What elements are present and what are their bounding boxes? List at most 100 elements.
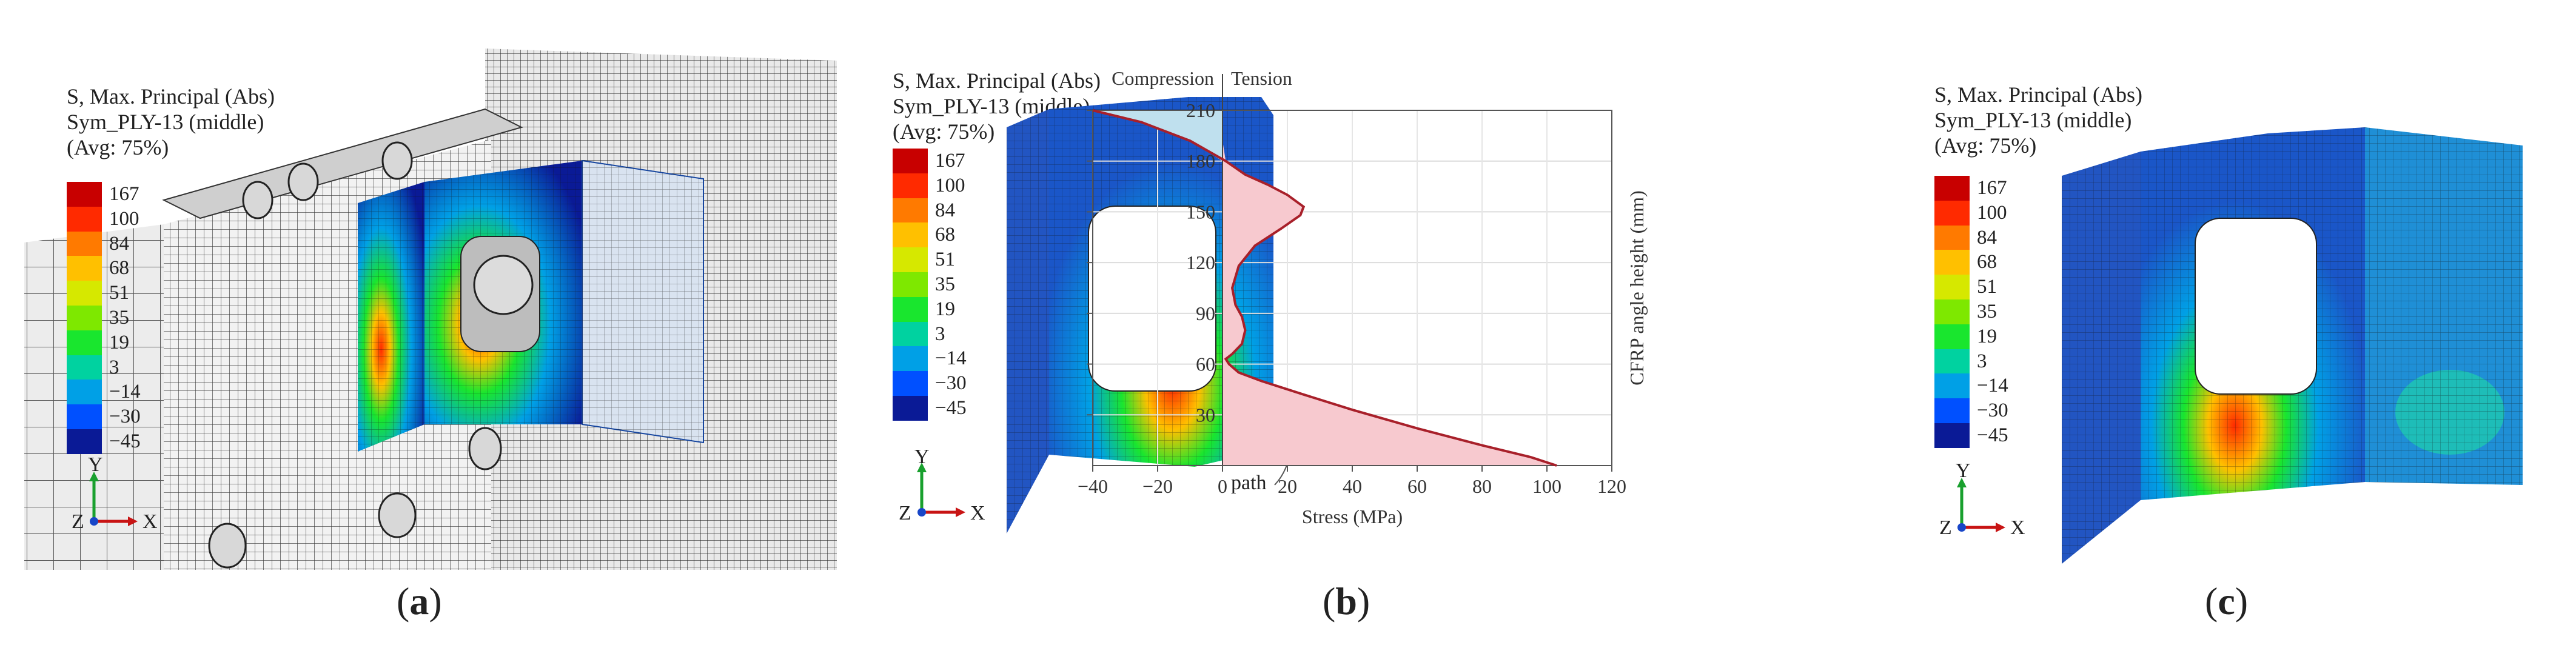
tension-label: Tension — [1231, 67, 1292, 89]
panel-b: S, Max. Principal (Abs) Sym_PLY-13 (midd… — [861, 0, 1831, 662]
triad-z-a: Z — [72, 510, 84, 533]
legend-entry: 19 — [67, 330, 141, 355]
legend-swatch — [67, 355, 102, 380]
legend-value: −45 — [109, 430, 141, 452]
legend-entry: 167 — [67, 182, 141, 207]
compression-area — [1093, 110, 1223, 466]
legend-value: 35 — [1977, 300, 1997, 323]
legend-value: 3 — [1977, 350, 1987, 372]
legend-value: 100 — [1977, 201, 2007, 224]
legend-swatch — [893, 198, 928, 223]
stress-curve — [1092, 109, 1557, 467]
legend-value: 167 — [109, 183, 139, 205]
x-tick-label: 60 — [1407, 475, 1427, 497]
legend-value: −30 — [109, 406, 141, 428]
path-label: path — [1231, 472, 1267, 494]
triad-y-c: Y — [1956, 460, 1971, 482]
panel-c-angle — [2062, 127, 2523, 564]
legend-swatch — [67, 330, 102, 355]
legend-swatch — [1934, 423, 1970, 448]
legend-value: 19 — [935, 298, 955, 320]
panel-b-angle — [1007, 97, 1273, 533]
x-tick-label: 0 — [1218, 475, 1227, 497]
legend-value: 3 — [935, 323, 945, 345]
legend-value: 84 — [935, 199, 955, 221]
legend-entry: −30 — [893, 371, 967, 396]
caption-a: (a) — [397, 580, 442, 623]
stress-profile-chart: −40 −20 0 20 40 60 80 100 120 30 60 90 120 150 180 210 S… — [1078, 67, 1648, 527]
legend-entry: −45 — [893, 395, 967, 421]
legend-entry: 100 — [893, 173, 967, 198]
x-tick-label: −40 — [1078, 475, 1108, 497]
legend-swatch — [1934, 373, 1970, 399]
legend-entry: −30 — [1934, 398, 2008, 423]
legend-swatch — [67, 231, 102, 256]
legend-value: 84 — [109, 232, 129, 255]
legend-swatch — [67, 379, 102, 405]
legend-value: 3 — [109, 356, 119, 378]
legend-entry: −14 — [1934, 373, 2008, 399]
legend-value: 51 — [935, 249, 955, 271]
angle-hole-b — [1088, 206, 1216, 392]
legend-swatch — [1934, 250, 1970, 275]
legend-entry: 167 — [893, 149, 967, 173]
y-tick-label: 60 — [1196, 353, 1215, 375]
legend-entry: 84 — [1934, 225, 2008, 250]
y-tick-label: 90 — [1196, 303, 1215, 324]
legend-title-b: S, Max. Principal (Abs) Sym_PLY-13 (midd… — [893, 69, 1101, 144]
legend-swatch — [1934, 275, 1970, 299]
color-legend-b: 167 100 84 68 51 35 19 3 −14 −30 −45 — [893, 149, 967, 421]
y-axis-label: CFRP angle height (mm) — [1626, 190, 1648, 385]
color-legend-a: 167 100 84 68 51 35 19 3 −14 −30 −45 — [67, 182, 141, 454]
axis-triad-c — [1957, 478, 2005, 532]
legend-entry: 3 — [67, 355, 141, 380]
legend-entry: 3 — [893, 321, 967, 347]
legend-entry: 3 — [1934, 349, 2008, 374]
legend-entry: 19 — [893, 296, 967, 322]
legend-entry: 51 — [893, 247, 967, 272]
legend-swatch — [1934, 225, 1970, 250]
x-tick-label: 20 — [1278, 475, 1297, 497]
triad-x-a: X — [143, 510, 158, 533]
legend-value: 68 — [935, 224, 955, 246]
legend-entry: 51 — [1934, 275, 2008, 299]
axis-triad-b — [917, 463, 965, 517]
legend-swatch — [893, 173, 928, 198]
panel-c: S, Max. Principal (Abs) Sym_PLY-13 (midd… — [1831, 0, 2576, 662]
legend-entry: 68 — [67, 256, 141, 281]
legend-entry: 68 — [893, 222, 967, 248]
legend-swatch — [893, 222, 928, 248]
triad-x-b: X — [970, 502, 985, 524]
legend-swatch — [1934, 324, 1970, 349]
legend-value: 68 — [109, 257, 129, 279]
legend-value: 51 — [109, 282, 129, 304]
legend-swatch — [1934, 176, 1970, 201]
legend-value: 100 — [935, 174, 965, 196]
legend-swatch — [893, 149, 928, 173]
color-legend-c: 167 100 84 68 51 35 19 3 −14 −30 −45 — [1934, 176, 2008, 448]
legend-value: 51 — [1977, 276, 1997, 298]
triad-y-b: Y — [914, 446, 930, 468]
y-tick-label: 180 — [1186, 150, 1215, 172]
legend-swatch — [893, 272, 928, 297]
legend-value: −30 — [1977, 400, 2008, 422]
legend-value: 19 — [109, 331, 129, 353]
legend-entry: 100 — [1934, 200, 2008, 226]
caption-c: (c) — [2205, 580, 2249, 623]
caption-b: (b) — [1323, 580, 1370, 623]
legend-swatch — [893, 247, 928, 272]
legend-entry: 35 — [1934, 299, 2008, 324]
legend-entry: −30 — [67, 404, 141, 429]
legend-entry: −14 — [67, 379, 141, 405]
triad-z-c: Z — [1939, 517, 1952, 539]
legend-value: 167 — [935, 150, 965, 172]
legend-swatch — [893, 296, 928, 322]
legend-swatch — [893, 346, 928, 372]
triad-z-b: Z — [899, 502, 911, 524]
legend-value: −14 — [1977, 375, 2008, 397]
legend-entry: 167 — [1934, 176, 2008, 201]
legend-entry: 84 — [893, 198, 967, 223]
legend-value: −45 — [935, 396, 967, 419]
legend-title-c: S, Max. Principal (Abs) Sym_PLY-13 (midd… — [1934, 82, 2142, 158]
axis-triad-a — [89, 472, 138, 526]
